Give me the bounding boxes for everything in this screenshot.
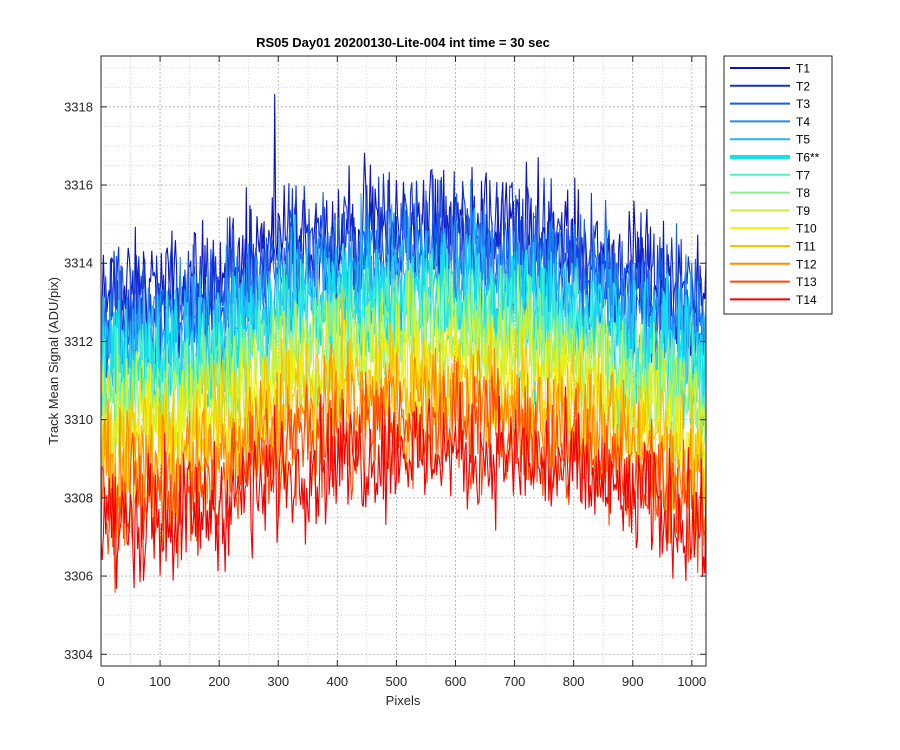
legend-label: T13	[796, 275, 817, 289]
x-tick-label: 400	[326, 674, 348, 689]
y-tick-label: 3318	[64, 99, 93, 114]
legend-label: T7	[796, 168, 810, 182]
legend-label: T8	[796, 186, 810, 200]
legend: T1 T2 T3 T4 T5 T6** T7 T8 T9 T10 T11 T12 T13 T14	[723, 55, 833, 315]
series-group	[101, 93, 706, 593]
y-tick-label: 3310	[64, 412, 93, 427]
x-axis-label: Pixels	[386, 693, 421, 708]
x-tick-label: 0	[97, 674, 104, 689]
y-tick-label: 3312	[64, 334, 93, 349]
x-tick-label: 100	[149, 674, 171, 689]
series-line-T1	[101, 93, 706, 363]
legend-label: T5	[796, 133, 810, 147]
x-tick-label: 800	[563, 674, 585, 689]
y-tick-label: 3316	[64, 178, 93, 193]
chart-title: RS05 Day01 20200130-Lite-004 int time = …	[256, 35, 550, 50]
legend-label: T2	[796, 79, 810, 93]
legend-label: T14	[796, 293, 817, 307]
y-tick-label: 3304	[64, 647, 93, 662]
y-axis-label: Track Mean Signal (ADU/pix)	[46, 277, 61, 445]
legend-box	[723, 55, 833, 315]
legend-label: T9	[796, 204, 810, 218]
plot-area	[101, 93, 706, 593]
series-line-T3	[101, 174, 706, 393]
x-tick-label: 300	[267, 674, 289, 689]
series-line-T14	[101, 381, 706, 589]
legend-label: T4	[796, 115, 810, 129]
x-tick-label: 700	[504, 674, 526, 689]
x-tick-label: 200	[208, 674, 230, 689]
legend-label: T10	[796, 222, 817, 236]
series-line-T8	[101, 259, 706, 472]
legend-label: T12	[796, 257, 817, 271]
legend-label: T11	[796, 240, 816, 254]
x-tick-label: 900	[622, 674, 644, 689]
y-tick-label: 3308	[64, 490, 93, 505]
y-tick-label: 3314	[64, 256, 93, 271]
legend-label: T6**	[796, 151, 820, 165]
axis-ticks: 0 100 200 300 400 500 600 700 800 900 1000 3304 3306…	[64, 56, 706, 689]
series-line-T12	[101, 341, 706, 547]
x-tick-label: 1000	[677, 674, 706, 689]
x-tick-label: 500	[386, 674, 408, 689]
x-tick-label: 600	[445, 674, 467, 689]
axes-box	[100, 55, 707, 667]
y-tick-label: 3306	[64, 569, 93, 584]
legend-label: T3	[796, 97, 810, 111]
legend-label: T1	[796, 62, 810, 76]
